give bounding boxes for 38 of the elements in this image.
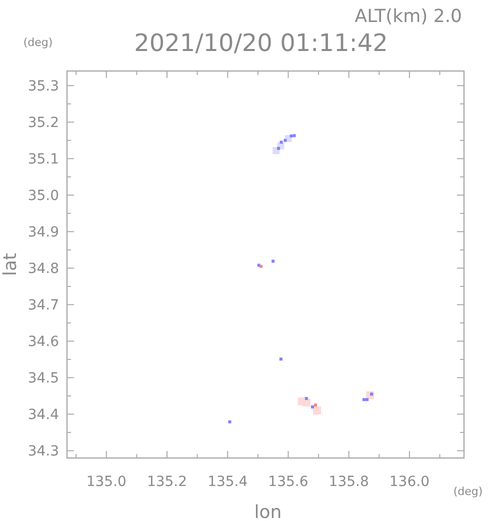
y-axis-title: lat <box>0 252 21 276</box>
point <box>277 146 280 150</box>
y-tick-label: 35.2 <box>28 115 59 132</box>
y-tick-label: 34.5 <box>28 370 59 387</box>
text: (deg) <box>23 36 53 49</box>
point <box>310 405 314 408</box>
point <box>362 398 366 402</box>
y-tick-label: 35.3 <box>28 78 59 95</box>
point <box>292 134 296 138</box>
y-tick-label: 34.9 <box>28 224 59 241</box>
y-tick-label: 35.0 <box>28 188 59 204</box>
y-tick-label: 34.4 <box>28 407 60 424</box>
y-tick-label: 34.8 <box>28 261 59 278</box>
chart-title: 2021/10/20 01:11:42 <box>134 29 388 57</box>
x-tick-label: 135.6 <box>268 474 308 490</box>
y-tick-label: 35.1 <box>28 152 59 168</box>
x-tick-label: 135.4 <box>208 474 248 490</box>
y-tick-label: 34.3 <box>28 444 59 460</box>
point <box>272 260 275 263</box>
x-axis-title: lon <box>254 502 282 521</box>
point <box>280 140 283 144</box>
y-tick-label: 34.7 <box>28 298 59 314</box>
point <box>284 138 287 142</box>
x-tick-label: 135.0 <box>86 474 126 490</box>
x-tick-label: 135.2 <box>146 474 188 490</box>
text: (deg) <box>453 485 483 498</box>
x-tick-label: 136.0 <box>389 474 430 490</box>
point <box>290 134 293 138</box>
chart-subtitle: ALT(km) 2.0 <box>354 6 462 27</box>
point <box>366 398 369 402</box>
point <box>313 406 322 415</box>
y-tick-label: 34.6 <box>28 334 60 350</box>
point <box>279 358 282 361</box>
x-tick-label: 135.8 <box>328 474 369 490</box>
point <box>228 420 232 424</box>
point <box>314 404 318 407</box>
point <box>304 396 308 400</box>
point <box>302 398 310 407</box>
